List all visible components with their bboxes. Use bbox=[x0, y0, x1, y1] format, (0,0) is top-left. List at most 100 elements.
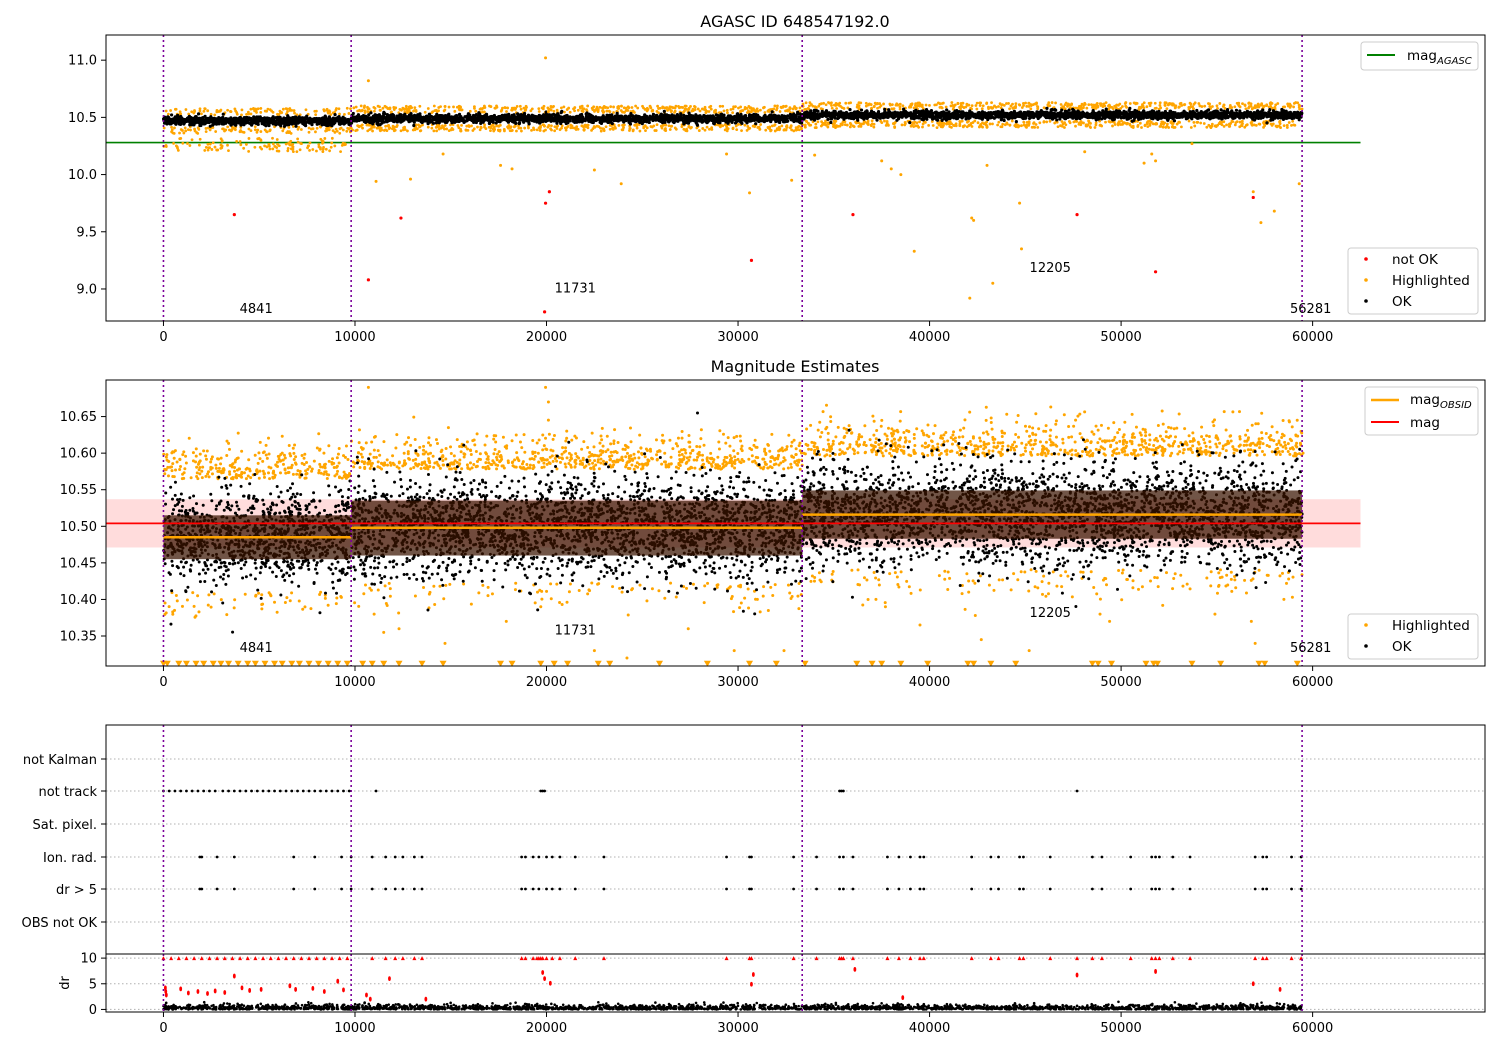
ok-point bbox=[703, 114, 708, 118]
highlighted-point bbox=[394, 106, 398, 110]
highlighted-point bbox=[1016, 123, 1019, 127]
highlighted-point bbox=[506, 106, 510, 110]
ok-point bbox=[739, 112, 743, 117]
highlighted-point bbox=[1244, 107, 1248, 111]
highlighted-point bbox=[819, 124, 823, 128]
ok-point bbox=[474, 120, 478, 125]
ok-point bbox=[786, 119, 790, 123]
highlighted-point bbox=[498, 129, 502, 133]
highlighted-point bbox=[804, 101, 808, 105]
ok-point bbox=[197, 117, 201, 121]
highlighted-point bbox=[622, 123, 626, 127]
highlighted-point bbox=[914, 124, 918, 128]
ok-point bbox=[642, 117, 646, 121]
ok-point bbox=[784, 115, 788, 119]
highlighted-point bbox=[491, 123, 494, 127]
highlighted-point bbox=[560, 126, 563, 130]
ok-point bbox=[796, 110, 800, 114]
highlighted-point bbox=[950, 101, 954, 104]
highlighted-point bbox=[553, 129, 557, 133]
highlighted-point bbox=[355, 128, 359, 132]
highlighted-point bbox=[1077, 121, 1081, 125]
highlighted-point bbox=[384, 128, 387, 132]
highlighted-point bbox=[334, 108, 338, 112]
ok-point bbox=[521, 113, 525, 117]
highlighted-point bbox=[247, 112, 251, 116]
highlighted-point bbox=[471, 129, 475, 132]
highlighted-point bbox=[259, 130, 263, 133]
highlighted-point bbox=[718, 104, 722, 108]
highlighted-point bbox=[599, 129, 603, 133]
ok-point bbox=[535, 120, 539, 124]
highlighted-point bbox=[748, 126, 752, 130]
ok-point bbox=[341, 117, 345, 121]
highlighted-point bbox=[181, 141, 185, 145]
highlighted-point bbox=[1063, 121, 1066, 125]
highlighted-point bbox=[208, 142, 212, 146]
highlighted-point bbox=[572, 107, 575, 111]
ok-point bbox=[584, 114, 589, 118]
highlighted-point bbox=[453, 109, 457, 113]
highlighted-point bbox=[552, 109, 556, 113]
highlighted-point bbox=[726, 111, 729, 115]
highlighted-point bbox=[674, 127, 678, 131]
ok-point bbox=[338, 122, 342, 126]
highlighted-point bbox=[980, 107, 984, 111]
highlighted-point bbox=[1111, 124, 1114, 128]
highlighted-point bbox=[347, 112, 351, 115]
highlighted-point bbox=[661, 105, 665, 109]
highlighted-point bbox=[777, 128, 781, 132]
highlighted-point bbox=[518, 104, 522, 108]
highlighted-point bbox=[569, 123, 573, 127]
ok-point bbox=[251, 121, 255, 125]
highlighted-point bbox=[631, 129, 635, 133]
highlighted-point bbox=[1025, 125, 1028, 129]
ok-point bbox=[166, 117, 170, 122]
highlighted-point bbox=[773, 104, 777, 108]
highlighted-point bbox=[598, 105, 602, 109]
ok-point bbox=[719, 116, 724, 120]
ok-point bbox=[698, 115, 702, 119]
highlighted-point bbox=[599, 126, 602, 130]
highlighted-point bbox=[764, 128, 768, 132]
highlighted-point bbox=[1175, 122, 1179, 126]
highlighted-point bbox=[1275, 125, 1279, 129]
ok-point bbox=[559, 110, 563, 115]
highlighted-point bbox=[234, 109, 237, 113]
highlighted-point bbox=[580, 124, 584, 128]
highlighted-point bbox=[1017, 103, 1021, 107]
highlighted-point bbox=[1020, 106, 1024, 109]
highlighted-point bbox=[413, 106, 417, 110]
highlighted-point bbox=[337, 107, 341, 111]
highlighted-point bbox=[252, 106, 255, 110]
highlighted-point bbox=[307, 130, 311, 134]
highlighted-point bbox=[281, 107, 285, 111]
highlighted-point bbox=[1140, 126, 1143, 129]
highlighted-point bbox=[288, 107, 292, 110]
ok-point bbox=[401, 116, 406, 120]
highlighted-point bbox=[628, 127, 632, 130]
highlighted-point bbox=[849, 101, 853, 105]
highlighted-point bbox=[1080, 121, 1084, 124]
highlighted-point bbox=[709, 104, 713, 108]
highlighted-point bbox=[967, 124, 971, 127]
ok-point bbox=[165, 122, 169, 126]
highlighted-point bbox=[778, 110, 782, 113]
highlighted-point bbox=[918, 120, 921, 124]
highlighted-point bbox=[520, 129, 523, 133]
ok-point bbox=[634, 117, 638, 122]
highlighted-point bbox=[391, 124, 395, 128]
ok-point bbox=[768, 118, 772, 122]
highlighted-point bbox=[849, 123, 853, 126]
highlighted-point bbox=[1053, 121, 1057, 125]
highlighted-point bbox=[953, 103, 957, 107]
ok-point bbox=[657, 116, 661, 120]
highlighted-point bbox=[333, 144, 337, 148]
highlighted-point bbox=[677, 105, 680, 108]
highlighted-point bbox=[1247, 101, 1251, 105]
highlighted-point bbox=[541, 107, 545, 111]
highlighted-point bbox=[726, 127, 730, 130]
ok-point bbox=[708, 116, 712, 121]
ok-point bbox=[622, 120, 626, 124]
highlighted-point bbox=[268, 128, 272, 132]
